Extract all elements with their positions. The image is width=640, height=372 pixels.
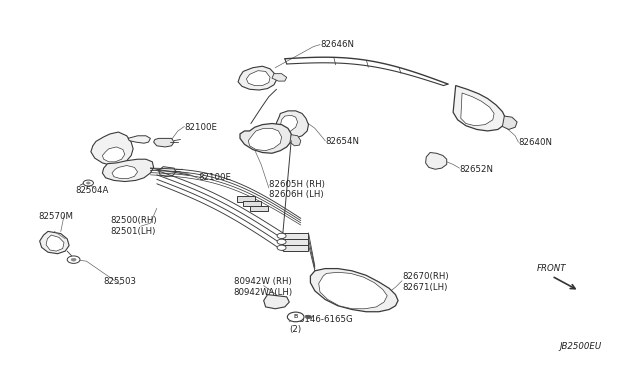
Text: B: B <box>294 314 298 320</box>
Polygon shape <box>310 269 398 312</box>
Circle shape <box>277 239 286 244</box>
Polygon shape <box>159 167 176 177</box>
Polygon shape <box>238 66 276 90</box>
Text: JB2500EU: JB2500EU <box>559 342 602 351</box>
FancyBboxPatch shape <box>283 239 308 245</box>
Polygon shape <box>102 159 154 182</box>
Text: 82500(RH)
82501(LH): 82500(RH) 82501(LH) <box>110 217 157 236</box>
Text: 80942W (RH)
80942WA(LH): 80942W (RH) 80942WA(LH) <box>234 278 292 297</box>
Polygon shape <box>264 295 289 309</box>
Text: FRONT: FRONT <box>536 264 566 273</box>
FancyBboxPatch shape <box>237 196 255 202</box>
FancyBboxPatch shape <box>283 245 308 251</box>
Circle shape <box>83 180 93 186</box>
Polygon shape <box>290 135 301 146</box>
Circle shape <box>67 256 80 263</box>
Text: 82654N: 82654N <box>325 137 359 146</box>
Text: 82670(RH)
82671(LH): 82670(RH) 82671(LH) <box>402 272 449 292</box>
Text: 825503: 825503 <box>104 278 137 286</box>
Circle shape <box>277 245 286 250</box>
Text: 82605H (RH)
82606H (LH): 82605H (RH) 82606H (LH) <box>269 180 324 199</box>
Polygon shape <box>280 115 298 132</box>
Circle shape <box>305 315 312 319</box>
Text: 82640N: 82640N <box>518 138 552 147</box>
Text: 82652N: 82652N <box>460 165 493 174</box>
Polygon shape <box>154 138 174 147</box>
Text: 82504A: 82504A <box>76 186 109 195</box>
Polygon shape <box>502 116 517 129</box>
FancyBboxPatch shape <box>250 206 268 211</box>
FancyBboxPatch shape <box>243 201 261 206</box>
Polygon shape <box>246 71 270 86</box>
Text: 82646N: 82646N <box>320 40 354 49</box>
Polygon shape <box>248 128 282 151</box>
Circle shape <box>287 312 304 322</box>
Polygon shape <box>426 153 447 169</box>
Circle shape <box>71 258 76 261</box>
Text: °08146-6165G
(2): °08146-6165G (2) <box>289 315 353 334</box>
Text: 82570M: 82570M <box>38 212 74 221</box>
Polygon shape <box>102 147 125 162</box>
Polygon shape <box>46 235 64 251</box>
Polygon shape <box>272 74 287 81</box>
Polygon shape <box>453 86 506 131</box>
Circle shape <box>277 233 286 238</box>
FancyBboxPatch shape <box>283 233 308 239</box>
Polygon shape <box>276 111 308 138</box>
Polygon shape <box>240 124 291 153</box>
Text: 82100E: 82100E <box>184 123 218 132</box>
Polygon shape <box>461 93 494 126</box>
Polygon shape <box>40 231 69 254</box>
Text: 82100E: 82100E <box>198 173 232 182</box>
Polygon shape <box>128 136 150 143</box>
Polygon shape <box>91 132 133 166</box>
Polygon shape <box>319 272 387 309</box>
Polygon shape <box>112 166 138 179</box>
Circle shape <box>86 182 90 184</box>
